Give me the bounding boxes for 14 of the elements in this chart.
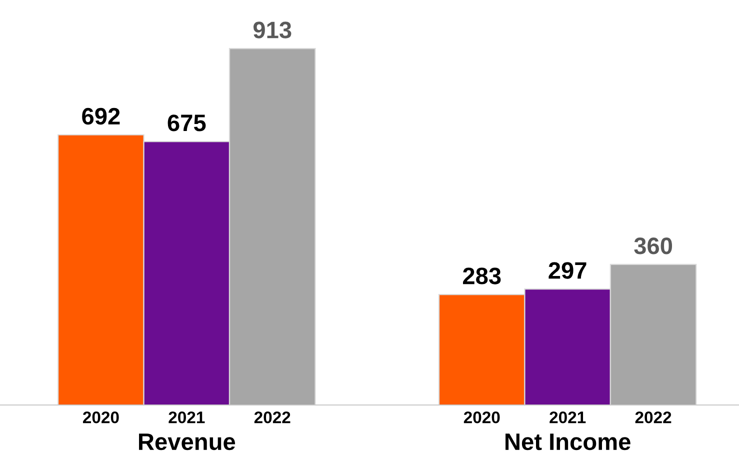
series-label: 2022 — [254, 411, 290, 424]
data-label: 283 — [463, 268, 501, 284]
data-label: 360 — [634, 238, 672, 254]
x-tick-label: Revenue — [139, 434, 236, 450]
data-label: 675 — [168, 114, 206, 132]
series-label: 2020 — [82, 411, 119, 424]
data-label: 913 — [253, 22, 292, 38]
text: 2020 — [464, 411, 500, 424]
data-label: 297 — [548, 262, 586, 279]
series-label: 2021 — [168, 411, 205, 424]
text: 2022 — [635, 411, 672, 424]
x-tick-label: Net Income — [506, 434, 630, 450]
text: 2021 — [550, 411, 586, 424]
data-label: 692 — [82, 108, 120, 125]
